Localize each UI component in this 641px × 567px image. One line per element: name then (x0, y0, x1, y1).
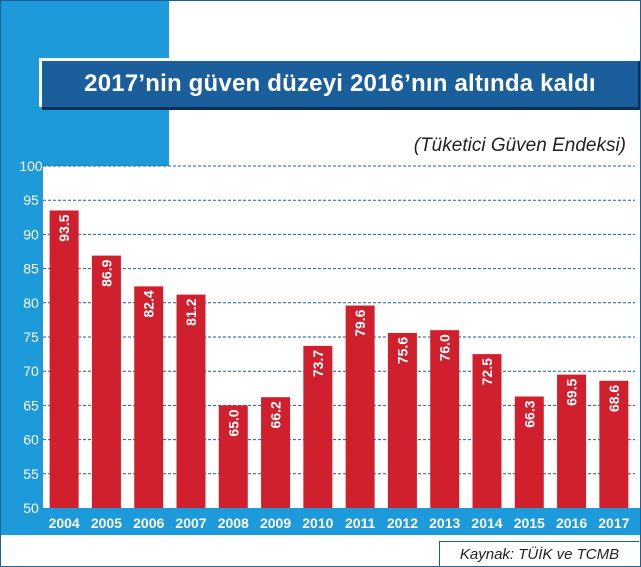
bar-value-label: 66.3 (521, 400, 537, 427)
bar (303, 345, 333, 508)
bar (261, 397, 291, 508)
bar-value-label: 75.6 (394, 337, 410, 364)
x-tick-label: 2004 (49, 515, 80, 531)
x-axis-strip (1, 508, 640, 535)
x-tick-label: 2017 (598, 515, 629, 531)
bar (91, 255, 121, 508)
y-tick-label: 60 (23, 432, 39, 448)
y-tick-label: 100 (19, 158, 43, 174)
bar (134, 286, 164, 508)
x-tick-label: 2010 (302, 515, 333, 531)
bar-value-label: 79.6 (352, 309, 368, 336)
bar (345, 305, 375, 508)
bar-value-label: 76.0 (437, 334, 453, 361)
y-axis-strip (1, 164, 43, 535)
bar-value-label: 82.4 (141, 290, 157, 317)
y-tick-label: 65 (23, 397, 39, 413)
bar (599, 380, 629, 508)
source-note: Kaynak: TÜİK ve TCMB (439, 541, 639, 566)
chart-title: 2017’nin güven düzeyi 2016’nın altında k… (39, 58, 638, 107)
y-tick-label: 50 (23, 500, 39, 516)
x-tick-label: 2011 (345, 515, 376, 531)
x-tick-label: 2009 (260, 515, 291, 531)
x-tick-label: 2015 (514, 515, 545, 531)
bar-value-label: 81.2 (183, 298, 199, 325)
y-tick-label: 95 (23, 192, 39, 208)
bar (176, 294, 206, 508)
x-tick-label: 2007 (175, 515, 206, 531)
x-tick-label: 2006 (133, 515, 164, 531)
x-tick-label: 2012 (387, 515, 418, 531)
y-tick-label: 70 (23, 363, 39, 379)
bar (218, 405, 248, 508)
bar (430, 330, 460, 508)
bar-value-label: 86.9 (98, 259, 114, 286)
bar (514, 396, 544, 508)
bar-value-label: 69.5 (564, 378, 580, 405)
bar-value-label: 66.2 (268, 401, 284, 428)
y-tick-label: 75 (23, 329, 39, 345)
y-tick-label: 90 (23, 226, 39, 242)
y-tick-label: 85 (23, 261, 39, 277)
x-tick-label: 2008 (218, 515, 249, 531)
x-tick-label: 2016 (556, 515, 587, 531)
y-tick-label: 80 (23, 295, 39, 311)
x-tick-label: 2014 (471, 515, 502, 531)
x-tick-label: 2005 (91, 515, 122, 531)
chart-subtitle: (Tüketici Güven Endeksi) (413, 135, 626, 156)
bar (49, 210, 79, 508)
y-tick-label: 55 (23, 466, 39, 482)
x-tick-label: 2013 (429, 515, 460, 531)
bar-value-label: 93.5 (56, 214, 72, 241)
bar-value-label: 65.0 (225, 409, 241, 436)
bar-value-label: 72.5 (479, 358, 495, 385)
bar (387, 332, 417, 508)
bar-value-label: 73.7 (310, 350, 326, 377)
bar (472, 354, 502, 508)
bar (557, 374, 587, 508)
bar-value-label: 68.6 (606, 385, 622, 412)
